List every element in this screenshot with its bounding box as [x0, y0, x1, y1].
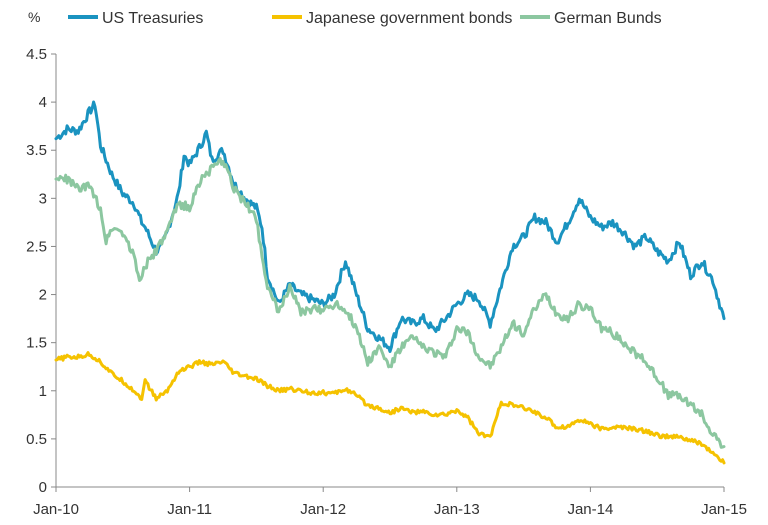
series-line-us-treasuries: [54, 100, 726, 353]
y-tick-label: 4: [39, 94, 47, 111]
x-axis: Jan-10 Jan-11 Jan-12 Jan-13 Jan-14 Jan-15: [33, 486, 747, 518]
legend-item-german-bunds: German Bunds: [520, 10, 662, 27]
y-tick-label: 4.5: [26, 46, 47, 63]
y-tick-label: 2.5: [26, 238, 47, 255]
x-tick-label: Jan-13: [434, 501, 480, 518]
x-tick-label: Jan-15: [701, 501, 747, 518]
y-tick-label: 3.5: [26, 142, 47, 159]
series-line-german-bunds: [54, 157, 726, 449]
legend-label: Japanese government bonds: [306, 10, 512, 27]
legend-item-japanese-government-bonds: Japanese government bonds: [272, 10, 512, 27]
x-tick-label: Jan-10: [33, 501, 79, 518]
y-tick-label: 2: [39, 287, 47, 304]
x-tick-label: Jan-12: [300, 501, 346, 518]
legend-item-us-treasuries: US Treasuries: [68, 10, 203, 27]
y-tick-label: 0.5: [26, 431, 47, 448]
y-axis-unit-label: %: [28, 9, 40, 25]
y-axis: 0 0.5 1 1.5 2 2.5 3 3.5 4 4.5: [26, 46, 57, 496]
y-tick-label: 1.5: [26, 335, 47, 352]
y-tick-label: 0: [39, 479, 47, 496]
x-tick-label: Jan-11: [167, 501, 212, 518]
legend-label: US Treasuries: [102, 10, 203, 27]
x-tick-label: Jan-14: [567, 501, 613, 518]
legend-label: German Bunds: [554, 10, 662, 27]
y-tick-label: 1: [39, 383, 47, 400]
legend: US Treasuries Japanese government bonds Ge…: [68, 10, 662, 27]
series-line-japanese-government-bonds: [54, 351, 726, 465]
y-tick-label: 3: [39, 190, 47, 207]
series-layer: [54, 100, 726, 465]
